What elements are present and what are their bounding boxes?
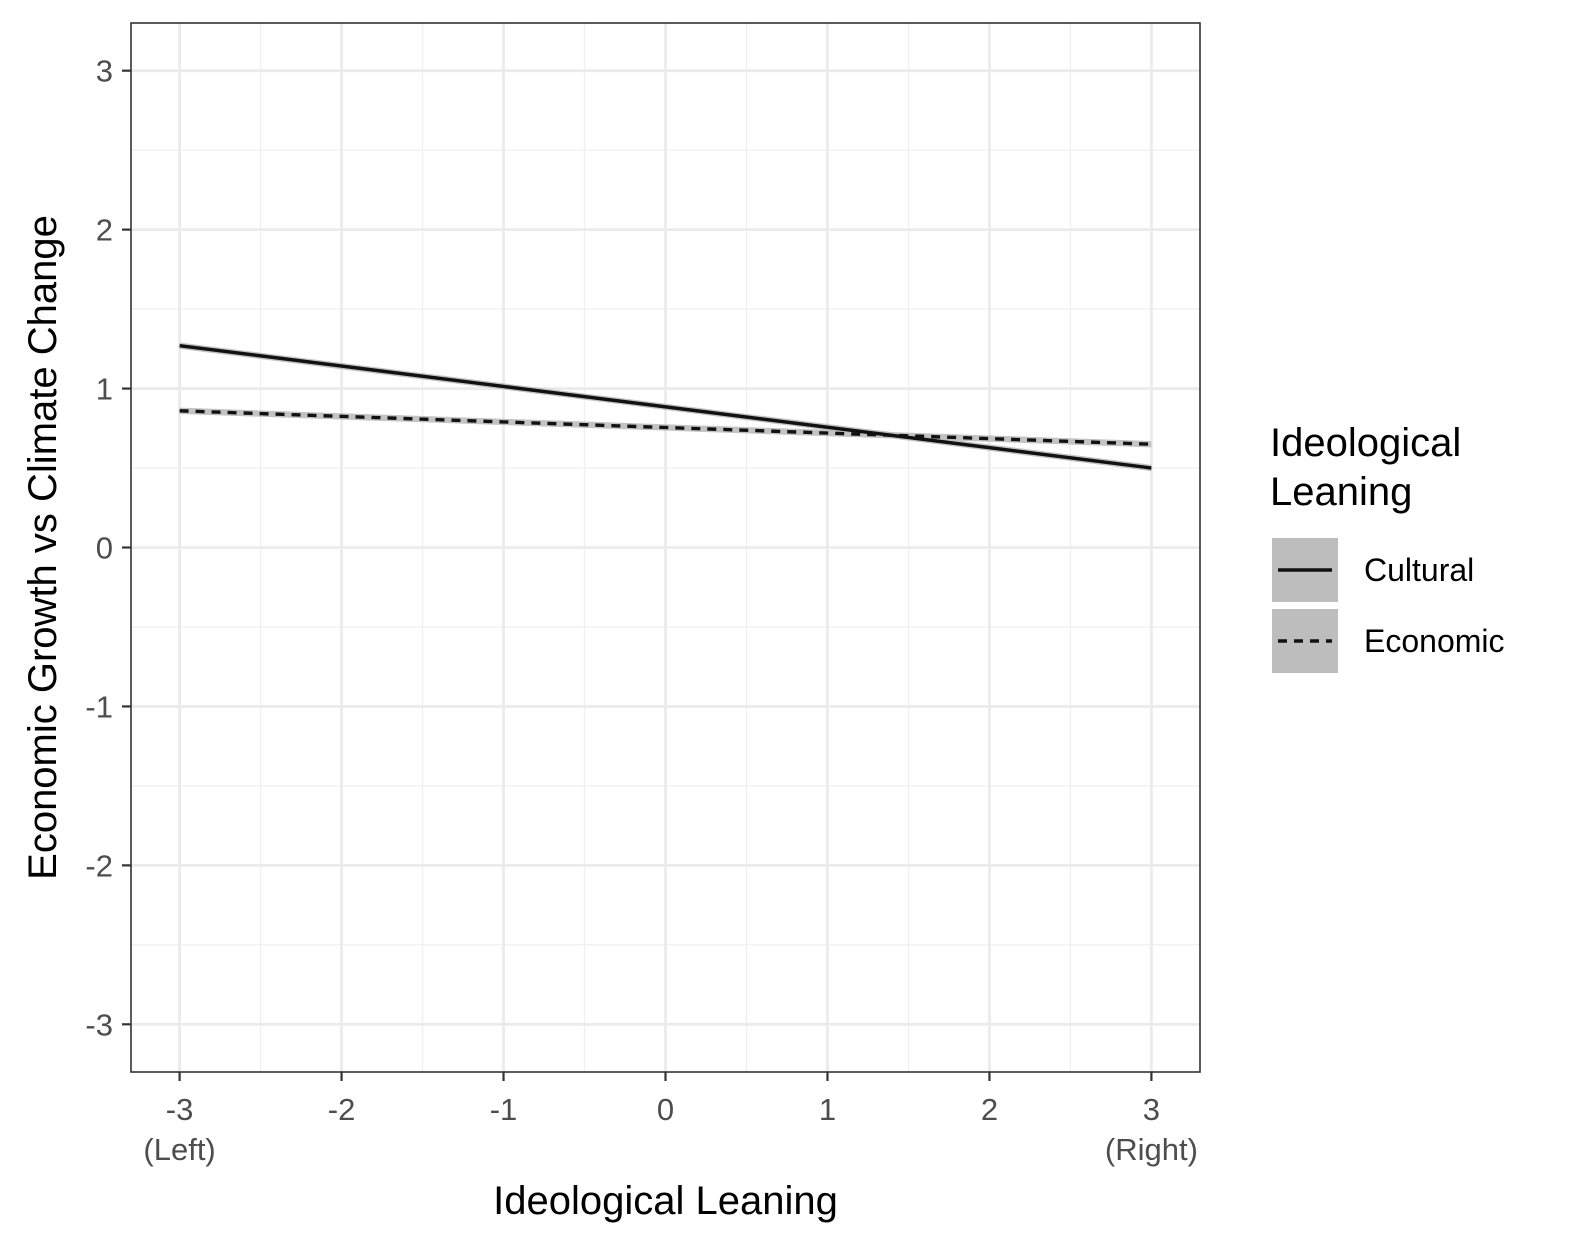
x-tick-label: -1	[490, 1092, 518, 1127]
x-tick-label: -2	[328, 1092, 356, 1127]
x-tick-sublabel: (Right)	[1105, 1132, 1198, 1167]
x-tick-sublabel: (Left)	[143, 1132, 215, 1167]
legend-title: Leaning	[1270, 470, 1412, 514]
x-axis-title: Ideological Leaning	[493, 1179, 838, 1223]
y-tick-label: 0	[96, 531, 113, 566]
legend-item-cultural: Cultural	[1272, 538, 1474, 602]
x-tick-label: 3	[1143, 1092, 1160, 1127]
x-tick-label: 0	[657, 1092, 674, 1127]
legend-title: Ideological	[1270, 421, 1461, 465]
legend-label: Economic	[1364, 623, 1505, 659]
legend-item-economic: Economic	[1272, 609, 1505, 673]
series-line-cultural	[179, 343, 1152, 470]
x-tick-label: 2	[981, 1092, 998, 1127]
y-tick-label: 3	[96, 54, 113, 89]
x-tick-label: 1	[819, 1092, 836, 1127]
y-tick-label: -3	[85, 1007, 113, 1042]
series-line-economic	[179, 409, 1152, 446]
y-tick-label: 1	[96, 372, 113, 407]
y-tick-label: 2	[96, 213, 113, 248]
x-axis: -3 (Left) -2 -1 0 1 2 3 (Right)	[143, 1072, 1198, 1167]
grid-lines	[131, 23, 1200, 1072]
y-axis: 3 2 1 0 -1 -2 -3	[85, 54, 131, 1042]
x-tick-label: -3	[166, 1092, 194, 1127]
y-tick-label: -1	[85, 689, 113, 724]
legend: Ideological Leaning Cultural Economic	[1270, 421, 1505, 673]
y-axis-title: Economic Growth vs Climate Change	[21, 215, 65, 880]
series-lines	[179, 343, 1152, 470]
y-tick-label: -2	[85, 848, 113, 883]
legend-label: Cultural	[1364, 552, 1474, 588]
